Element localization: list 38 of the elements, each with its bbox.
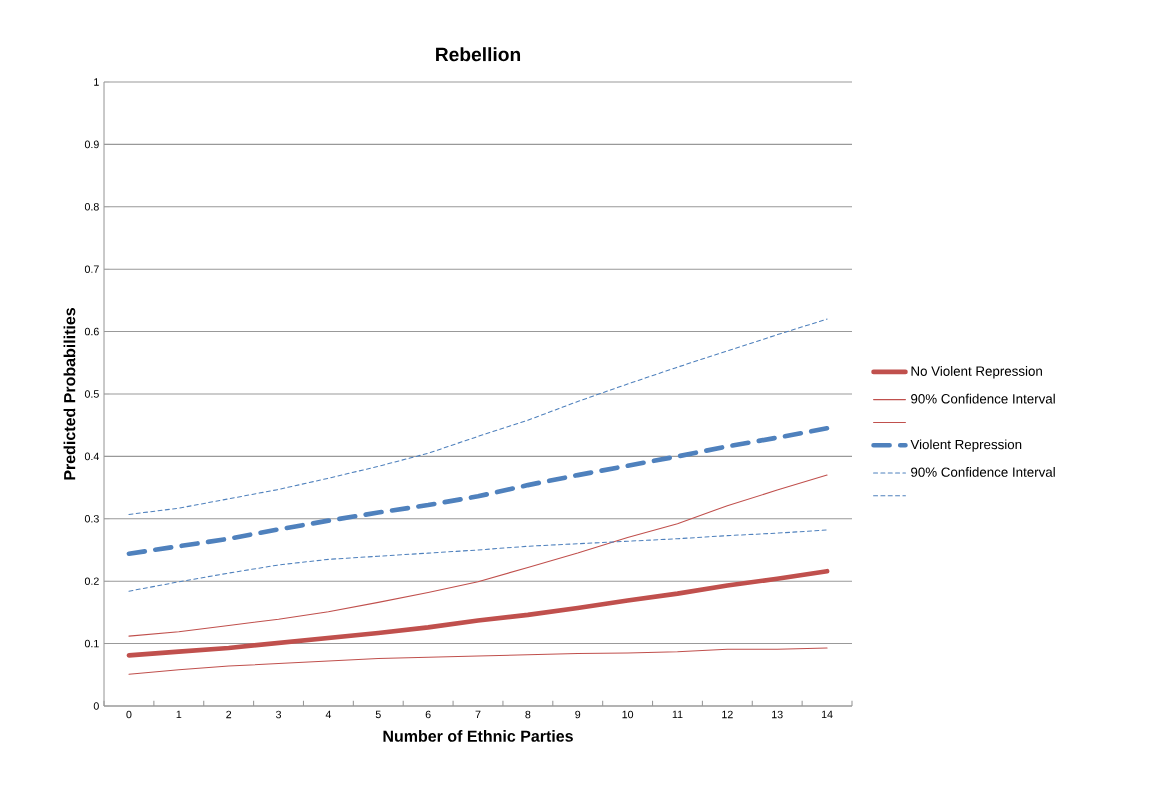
y-tick-label: 0.7 (84, 265, 99, 273)
x-tick-label: 3 (275, 710, 282, 719)
y-tick-label: 0.8 (84, 203, 99, 211)
line-series (128, 529, 828, 592)
y-tick-label: 0 (93, 702, 99, 710)
x-tick-label: 10 (622, 710, 634, 719)
y-tick-label: 0.5 (84, 390, 99, 398)
legend-label: 90% Confidence Interval (911, 467, 1055, 477)
legend-label: No Violent Repression (911, 366, 1042, 379)
y-tick-label: 0.4 (84, 452, 99, 461)
x-tick-label: 13 (772, 710, 783, 719)
line-series (126, 425, 830, 557)
y-tick-label: 0.6 (84, 327, 99, 336)
chart-title: Rebellion (436, 47, 521, 62)
x-tick-label: 0 (126, 710, 132, 719)
x-tick-label: 12 (722, 710, 733, 719)
x-tick-label: 9 (575, 710, 581, 719)
y-tick-label: 1 (94, 78, 99, 86)
y-tick-label: 0.3 (84, 515, 99, 523)
y-tick-label: 0.9 (84, 140, 99, 149)
x-axis-title: Number of Ethnic Parties (383, 730, 573, 742)
x-tick-label: 14 (821, 710, 833, 719)
x-tick-label: 11 (672, 710, 683, 719)
x-tick-label: 5 (375, 710, 381, 719)
legend-label: 90% Confidence Interval (911, 393, 1055, 404)
line-series (128, 318, 828, 515)
x-tick-label: 6 (425, 710, 431, 719)
legend-label: Violent Repression (910, 439, 1022, 452)
y-axis-title: Predicted Probabilities (63, 307, 76, 480)
x-tick-label: 7 (475, 710, 481, 719)
x-tick-label: 1 (176, 710, 182, 719)
x-tick-label: 8 (525, 710, 531, 719)
y-tick-label: 0.1 (84, 639, 99, 648)
x-tick-label: 2 (226, 710, 232, 719)
line-series (128, 474, 828, 637)
y-tick-label: 0.2 (84, 577, 99, 585)
line-series (128, 647, 828, 675)
x-tick-label: 4 (325, 710, 332, 719)
